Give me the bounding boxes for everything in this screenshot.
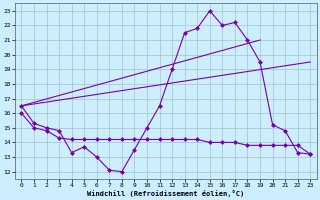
X-axis label: Windchill (Refroidissement éolien,°C): Windchill (Refroidissement éolien,°C) [87, 190, 244, 197]
